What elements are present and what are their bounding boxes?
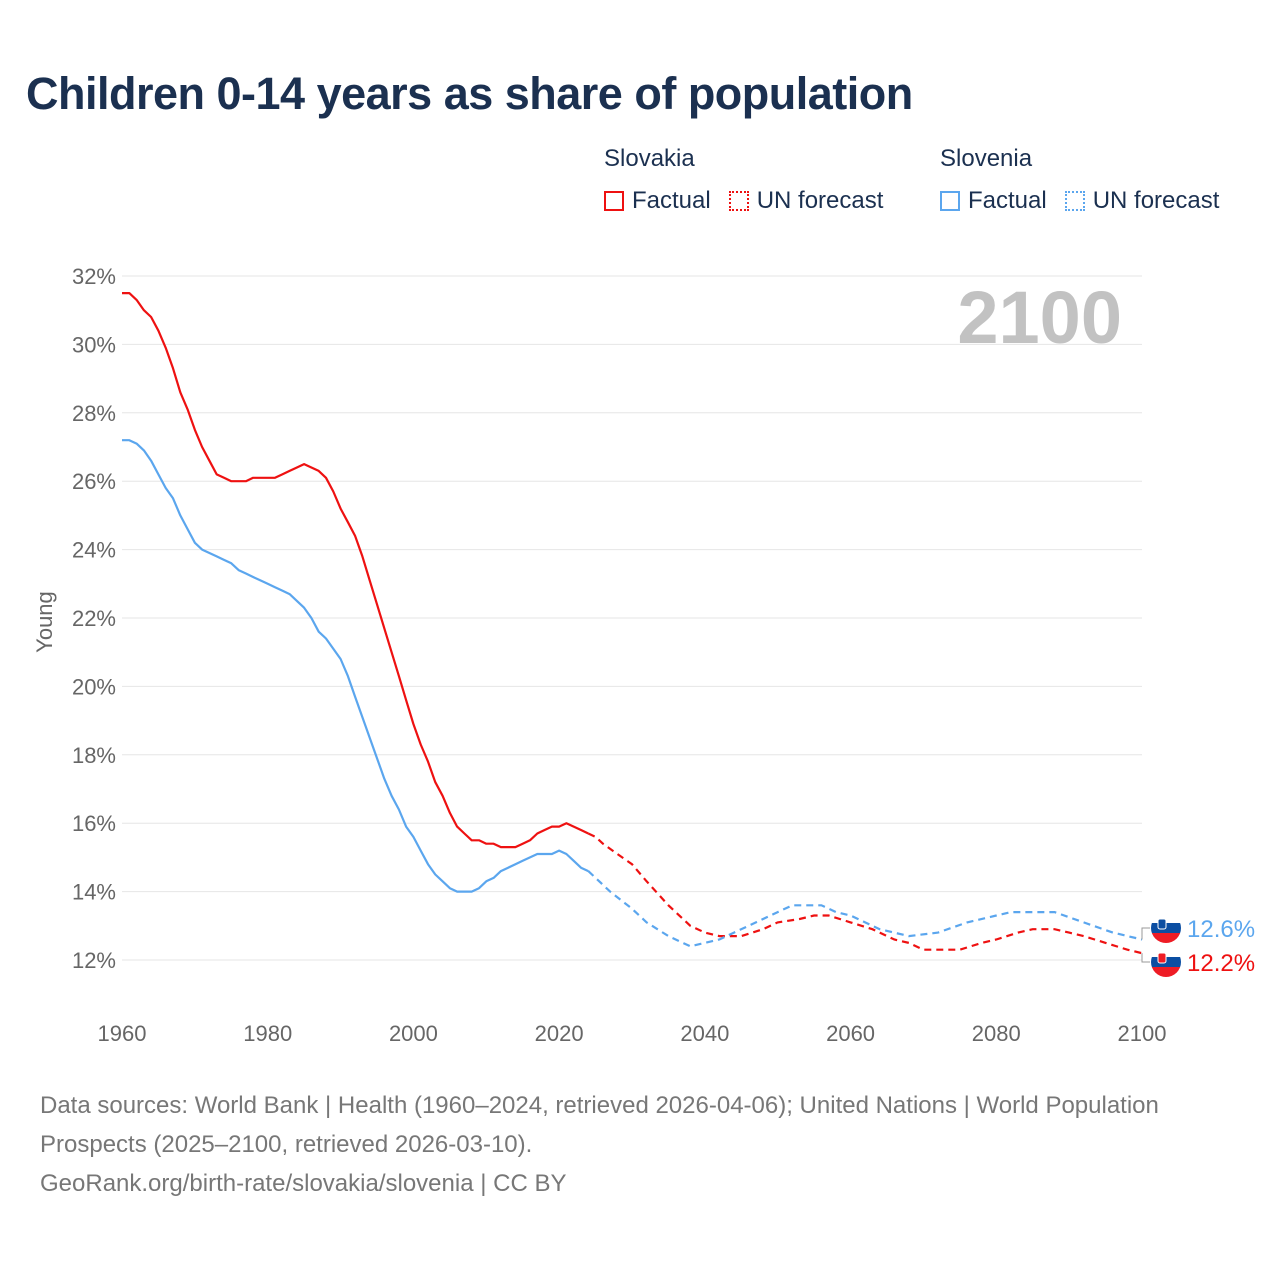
end-label-connector	[1141, 927, 1150, 940]
slovenia-end-value-label: 12.6%	[1187, 916, 1255, 943]
slovakia-flag-icon	[1151, 967, 1181, 977]
slovakia-coat-of-arms-icon	[1157, 952, 1167, 964]
data-sources: Data sources: World Bank | Health (1960–…	[40, 1092, 1159, 1158]
y-tick-label: 32%	[72, 264, 116, 289]
legend-swatch-solid	[940, 191, 960, 211]
slovakia-flag-icon	[1151, 947, 1181, 958]
legend-item-slovakia-factual[interactable]: Factual	[604, 187, 711, 215]
y-tick-label: 14%	[72, 880, 116, 905]
slovakia-forecast-line	[587, 832, 1143, 955]
x-tick-label: 1980	[243, 1021, 292, 1046]
legend-swatch-dotted	[1064, 191, 1085, 211]
y-tick-label: 30%	[72, 332, 116, 357]
year-watermark: 2100	[957, 276, 1122, 359]
legend-item-slovenia-forecast[interactable]: UN forecast	[1064, 187, 1220, 215]
legend-item-slovakia-forecast[interactable]: UN forecast	[728, 187, 884, 215]
x-tick-label: 2060	[826, 1021, 875, 1046]
y-tick-label: 28%	[72, 401, 116, 426]
legend-label: UN forecast	[1092, 187, 1220, 214]
legend-label: Factual	[632, 187, 711, 214]
y-tick-label: 18%	[72, 743, 116, 768]
legend-label: Factual	[968, 187, 1047, 214]
chart-title: Children 0-14 years as share of populati…	[26, 68, 913, 119]
y-tick-label: 24%	[72, 538, 116, 563]
source-link[interactable]: GeoRank.org/birth-rate/slovakia/slovenia…	[40, 1170, 567, 1197]
slovenia-flag-icon	[1151, 933, 1181, 943]
legend-slovakia: Slovakia Factual UN forecast	[604, 145, 901, 215]
x-tick-label: 2040	[680, 1021, 729, 1046]
y-tick-label: 20%	[72, 674, 116, 699]
legend-item-slovenia-factual[interactable]: Factual	[940, 187, 1047, 215]
legend-label: UN forecast	[756, 187, 884, 214]
slovenia-forecast-line	[587, 870, 1143, 948]
x-tick-label: 2100	[1118, 1021, 1167, 1046]
y-tick-label: 12%	[72, 948, 116, 973]
x-tick-label: 2020	[535, 1021, 584, 1046]
slovakia-factual-line	[122, 292, 589, 849]
legend-swatch-dotted	[728, 191, 749, 211]
legend-country-name: Slovakia	[604, 145, 695, 172]
x-tick-label: 2000	[389, 1021, 438, 1046]
legend-country-name: Slovenia	[940, 145, 1033, 172]
slovenia-coat-of-arms-icon	[1157, 918, 1167, 930]
y-axis-label: Young	[32, 591, 57, 653]
x-tick-label: 2080	[972, 1021, 1021, 1046]
slovenia-flag-icon	[1151, 913, 1181, 924]
legend-swatch-solid	[604, 191, 624, 211]
y-tick-label: 26%	[72, 469, 116, 494]
y-tick-label: 22%	[72, 606, 116, 631]
x-tick-label: 1960	[98, 1021, 147, 1046]
legend-slovenia: Slovenia Factual UN forecast	[940, 145, 1237, 215]
y-tick-label: 16%	[72, 811, 116, 836]
slovenia-factual-line	[122, 439, 589, 893]
end-label-connector	[1141, 953, 1150, 963]
slovakia-end-value-label: 12.2%	[1187, 950, 1255, 977]
footer: Data sources: World Bank | Health (1960–…	[40, 1086, 1190, 1203]
